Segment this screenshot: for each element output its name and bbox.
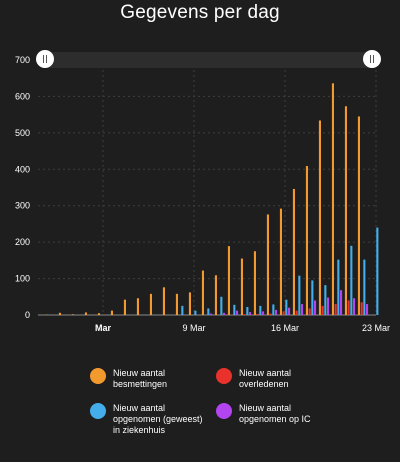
legend-item-ic[interactable]: Nieuw aantal opgenomen op IC bbox=[216, 403, 311, 425]
y-tick-label: 0 bbox=[25, 310, 30, 320]
bar[interactable] bbox=[285, 299, 288, 315]
legend-label: Nieuw aantal besmettingen bbox=[113, 368, 168, 389]
x-tick-label: 9 Mar bbox=[182, 323, 205, 333]
bar[interactable] bbox=[363, 259, 366, 315]
bar[interactable] bbox=[97, 313, 100, 315]
legend-item-ziekenhuis[interactable]: Nieuw aantal opgenomen (geweest) in ziek… bbox=[90, 403, 203, 436]
bar[interactable] bbox=[110, 310, 113, 315]
bar[interactable] bbox=[194, 310, 197, 315]
bar[interactable] bbox=[275, 309, 278, 315]
bar[interactable] bbox=[84, 312, 87, 315]
bar[interactable] bbox=[136, 298, 139, 315]
bar[interactable] bbox=[223, 312, 226, 315]
bar[interactable] bbox=[233, 304, 236, 315]
bar[interactable] bbox=[366, 304, 369, 315]
legend-item-besmettingen[interactable]: Nieuw aantal besmettingen bbox=[90, 368, 167, 390]
bar[interactable] bbox=[279, 208, 282, 315]
legend-swatch bbox=[216, 403, 232, 419]
legend-label: Nieuw aantal opgenomen op IC bbox=[239, 403, 311, 424]
legend-swatch bbox=[90, 368, 106, 384]
range-slider-track[interactable] bbox=[45, 52, 372, 68]
y-tick-label: 200 bbox=[15, 237, 30, 247]
bar[interactable] bbox=[282, 311, 285, 315]
bar-chart: 0 100 200 300 400 500 600 700 Mar 9 Mar 16 Mar 23 M… bbox=[15, 50, 390, 333]
bar[interactable] bbox=[149, 293, 152, 315]
bar[interactable] bbox=[327, 297, 330, 315]
x-tick-label: Mar bbox=[95, 323, 112, 333]
bar[interactable] bbox=[256, 313, 259, 315]
bar[interactable] bbox=[266, 214, 269, 315]
bar[interactable] bbox=[253, 251, 256, 315]
bar[interactable] bbox=[246, 306, 249, 315]
x-tick-label: 23 Mar bbox=[362, 323, 390, 333]
bar[interactable] bbox=[357, 116, 360, 316]
bar[interactable] bbox=[201, 270, 204, 315]
legend-item-overledenen[interactable]: Nieuw aantal overledenen bbox=[216, 368, 291, 390]
bar[interactable] bbox=[188, 292, 191, 315]
bar[interactable] bbox=[314, 300, 317, 315]
bar[interactable] bbox=[259, 305, 262, 315]
bar[interactable] bbox=[353, 298, 356, 315]
bar[interactable] bbox=[269, 313, 272, 315]
bar[interactable] bbox=[181, 305, 184, 315]
bar[interactable] bbox=[318, 120, 321, 315]
bar[interactable] bbox=[324, 285, 327, 315]
bar[interactable] bbox=[305, 166, 308, 315]
bar[interactable] bbox=[227, 246, 230, 315]
bar[interactable] bbox=[321, 305, 324, 315]
range-slider-start-handle[interactable] bbox=[36, 50, 54, 68]
bar[interactable] bbox=[240, 258, 243, 315]
bars bbox=[45, 83, 379, 316]
bar[interactable] bbox=[331, 83, 334, 315]
bar[interactable] bbox=[175, 293, 178, 315]
bar[interactable] bbox=[243, 314, 246, 315]
bar[interactable] bbox=[162, 287, 165, 315]
bar[interactable] bbox=[288, 307, 291, 315]
axes: 0 100 200 300 400 500 600 700 Mar 9 Mar 16 Mar 23 M… bbox=[15, 55, 390, 333]
y-tick-label: 500 bbox=[15, 128, 30, 138]
bar[interactable] bbox=[123, 299, 126, 315]
bar[interactable] bbox=[249, 312, 252, 315]
handle-knob bbox=[36, 50, 54, 68]
legend-swatch bbox=[90, 403, 106, 419]
bar[interactable] bbox=[220, 296, 223, 315]
grid-lines bbox=[38, 59, 377, 316]
bar[interactable] bbox=[207, 308, 210, 315]
bar[interactable] bbox=[360, 302, 363, 315]
bar[interactable] bbox=[210, 313, 213, 315]
bar[interactable] bbox=[350, 245, 353, 315]
y-tick-label: 400 bbox=[15, 164, 30, 174]
y-tick-label: 600 bbox=[15, 91, 30, 101]
bar[interactable] bbox=[262, 311, 265, 315]
bar[interactable] bbox=[236, 310, 239, 315]
y-tick-label: 300 bbox=[15, 201, 30, 211]
handle-knob bbox=[363, 50, 381, 68]
bar[interactable] bbox=[337, 259, 340, 315]
bar[interactable] bbox=[58, 312, 61, 315]
x-tick-label: 16 Mar bbox=[271, 323, 299, 333]
bar[interactable] bbox=[295, 310, 298, 315]
y-tick-label: 100 bbox=[15, 274, 30, 284]
bar[interactable] bbox=[272, 304, 275, 315]
bar[interactable] bbox=[334, 304, 337, 315]
y-tick-label: 700 bbox=[15, 55, 30, 65]
legend-label: Nieuw aantal overledenen bbox=[239, 368, 292, 389]
bar[interactable] bbox=[376, 227, 379, 315]
legend-label: Nieuw aantal opgenomen (geweest) in ziek… bbox=[113, 403, 203, 435]
bar[interactable] bbox=[214, 275, 217, 315]
legend-swatch bbox=[216, 368, 232, 384]
bar[interactable] bbox=[292, 188, 295, 315]
bar[interactable] bbox=[311, 280, 314, 315]
bar[interactable] bbox=[71, 314, 74, 315]
chart-legend: Nieuw aantal besmettingen Nieuw aantal o… bbox=[0, 360, 400, 460]
range-slider[interactable] bbox=[36, 50, 381, 68]
bar[interactable] bbox=[340, 290, 343, 315]
bar[interactable] bbox=[308, 308, 311, 315]
bar[interactable] bbox=[298, 275, 301, 315]
range-slider-end-handle[interactable] bbox=[363, 50, 381, 68]
bar[interactable] bbox=[344, 106, 347, 315]
bar[interactable] bbox=[347, 300, 350, 315]
bar[interactable] bbox=[301, 304, 304, 315]
chart-title: Gegevens per dag bbox=[120, 2, 280, 23]
